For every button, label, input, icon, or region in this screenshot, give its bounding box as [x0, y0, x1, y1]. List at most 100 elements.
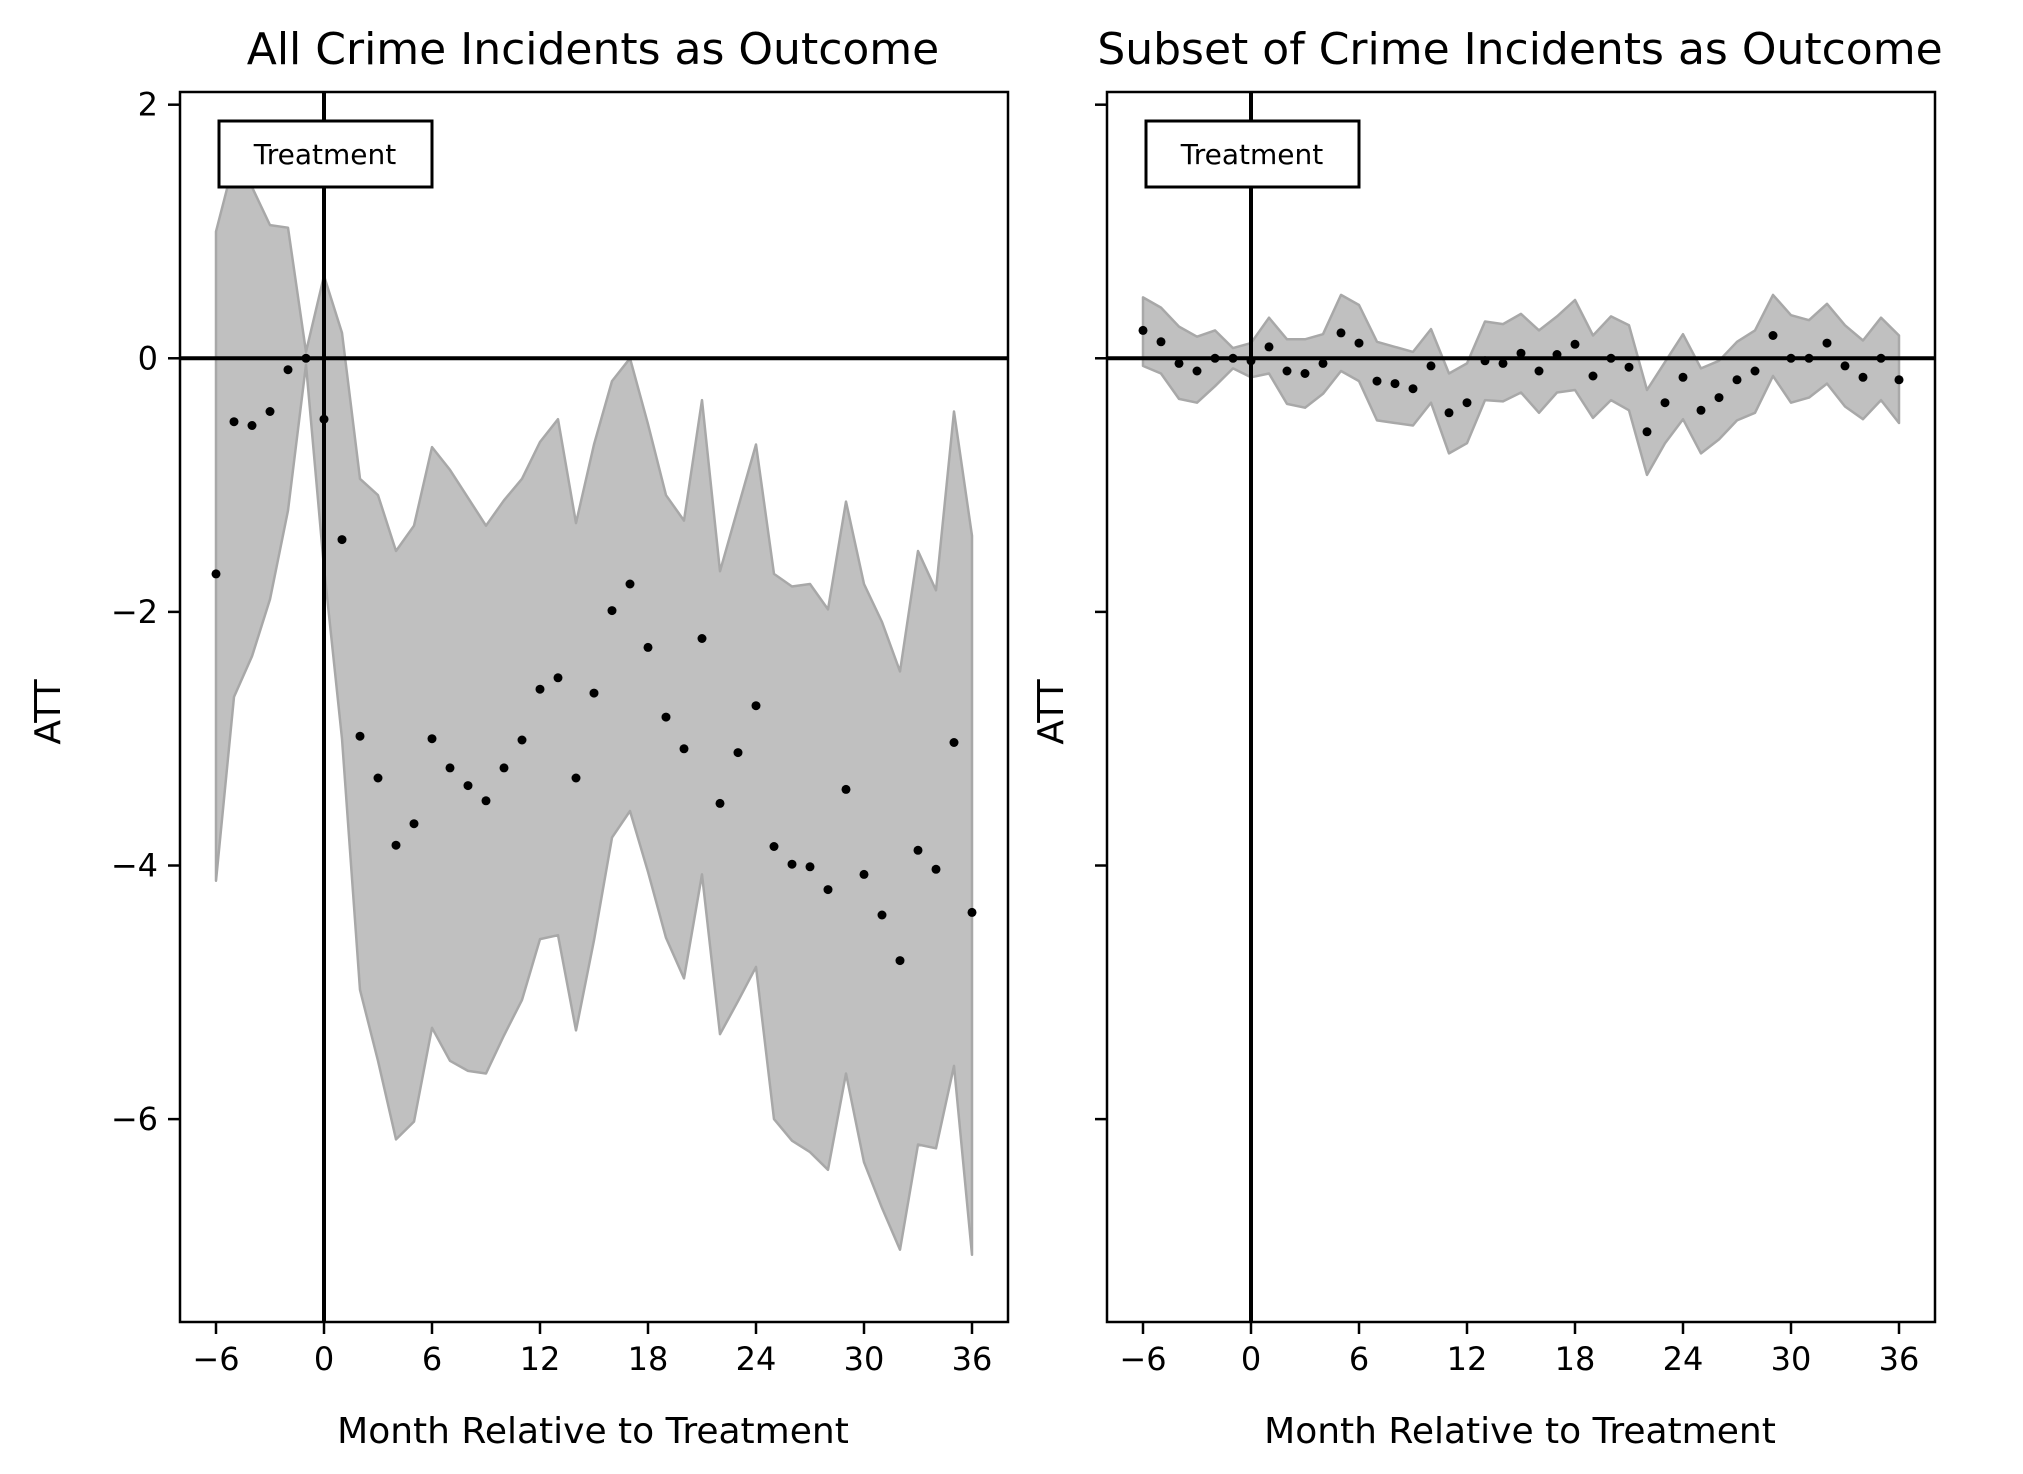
data-point [1210, 353, 1220, 363]
x-tick-label: 30 [844, 1340, 885, 1378]
x-axis-label: Month Relative to Treatment [1264, 1411, 1776, 1452]
data-point [1876, 353, 1886, 363]
data-point [301, 353, 311, 363]
data-point [1804, 353, 1814, 363]
data-point [1408, 384, 1418, 394]
data-point [319, 414, 329, 424]
data-point [427, 734, 437, 744]
data-point [481, 796, 491, 806]
data-point [1732, 375, 1742, 385]
data-point [661, 712, 671, 722]
x-tick-label: 18 [1555, 1340, 1596, 1378]
data-point [751, 701, 761, 711]
data-point [409, 819, 419, 829]
data-point [1480, 356, 1490, 366]
data-point [913, 845, 923, 855]
data-point [1462, 398, 1472, 408]
left-panel: All Crime Incidents as Outcome Treatment… [28, 24, 1010, 1452]
data-point [769, 842, 779, 851]
y-axis-label: ATT [28, 678, 69, 744]
data-point [1588, 371, 1598, 381]
data-point [1822, 338, 1832, 348]
plot-frame [1105, 90, 1937, 1324]
y-tick-label: 2 [138, 86, 158, 124]
data-point [1552, 350, 1562, 359]
data-point [1300, 369, 1310, 378]
x-tick-label: −6 [1119, 1340, 1166, 1378]
data-point [1336, 328, 1346, 338]
data-point [1534, 366, 1544, 376]
data-point [373, 773, 383, 783]
data-point [1354, 338, 1364, 348]
x-tick-label: 6 [1349, 1340, 1369, 1378]
data-point [823, 885, 833, 895]
data-point [805, 862, 815, 872]
x-tick-label: 6 [422, 1340, 442, 1378]
data-point [787, 859, 797, 869]
data-point [391, 840, 401, 850]
data-point [1786, 353, 1796, 363]
data-point [1606, 353, 1616, 363]
data-point [553, 673, 563, 683]
y-tick-label: −2 [111, 593, 158, 631]
data-point [895, 956, 905, 966]
data-point [1570, 339, 1580, 349]
treatment-annotation: Treatment [1144, 119, 1361, 189]
data-point [1138, 325, 1148, 335]
data-point [463, 781, 473, 791]
data-point [1768, 331, 1778, 340]
data-point [1156, 337, 1166, 347]
data-point [499, 763, 509, 773]
data-point [877, 910, 887, 920]
data-point [733, 748, 743, 758]
data-point [1750, 366, 1760, 376]
x-tick-label: 24 [736, 1340, 777, 1378]
y-tick-label: −6 [111, 1100, 158, 1138]
x-tick-label: −6 [192, 1340, 239, 1378]
data-point [1642, 427, 1652, 437]
x-tick-label: 30 [1771, 1340, 1812, 1378]
chart-title: All Crime Incidents as Outcome [247, 24, 940, 75]
data-point [1624, 362, 1634, 372]
x-tick-label: 0 [314, 1340, 334, 1378]
data-point [715, 798, 725, 808]
data-point [643, 642, 653, 652]
x-tick-label: 36 [1879, 1340, 1920, 1378]
data-point [859, 869, 869, 879]
data-point [247, 421, 257, 430]
data-point [1516, 348, 1526, 358]
data-point [517, 735, 527, 745]
data-point [355, 731, 365, 741]
data-point [1444, 408, 1454, 418]
data-point [1228, 353, 1238, 363]
y-tick-label: −4 [111, 847, 158, 885]
data-point [1678, 372, 1688, 382]
data-point [589, 688, 599, 698]
annotation-label: Treatment [253, 138, 396, 171]
data-point [571, 773, 581, 783]
confidence-band [1141, 293, 1901, 477]
x-tick-label: 12 [520, 1340, 561, 1378]
data-point [967, 907, 977, 917]
data-point [211, 569, 221, 579]
data-point [1498, 358, 1508, 368]
data-point [1246, 356, 1256, 366]
data-point [1264, 342, 1274, 352]
data-point [1192, 366, 1202, 376]
data-point [1282, 366, 1292, 376]
data-point [625, 579, 635, 589]
data-point [229, 417, 239, 427]
data-point [1894, 375, 1904, 385]
data-point [1372, 376, 1382, 386]
data-point [1714, 393, 1724, 403]
confidence-band [214, 160, 974, 1257]
data-point [1318, 358, 1328, 368]
data-point [1858, 372, 1868, 382]
x-axis-label: Month Relative to Treatment [337, 1411, 849, 1452]
y-axis-label: ATT [1031, 678, 1072, 744]
data-point [1660, 398, 1670, 408]
data-point [1696, 405, 1706, 415]
data-point [679, 744, 689, 754]
x-tick-label: 0 [1241, 1340, 1261, 1378]
